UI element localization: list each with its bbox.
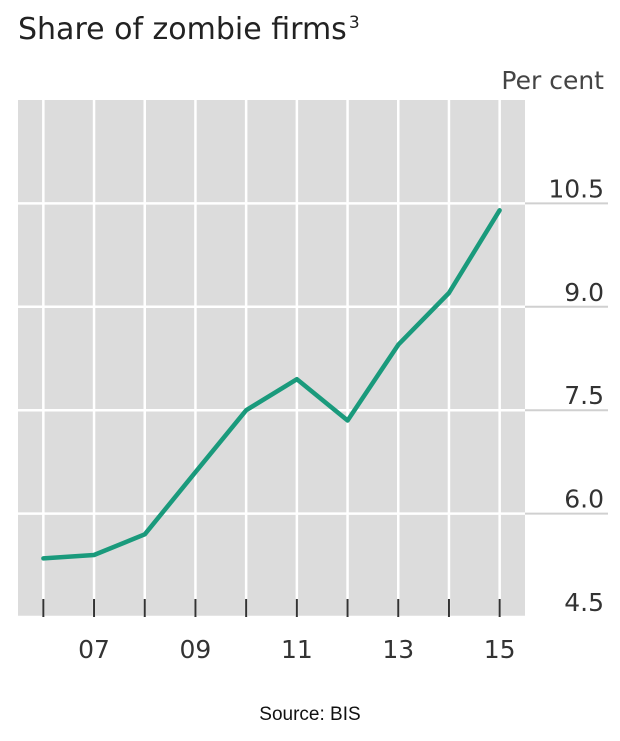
source-note: Source: BIS (259, 704, 361, 725)
y-tick-label: 6.0 (564, 485, 604, 514)
y-tick-label: 10.5 (548, 174, 604, 203)
x-tick-label: 07 (78, 635, 110, 664)
y-axis-unit-label: Per cent (501, 66, 604, 95)
title-footnote-marker: 3 (348, 13, 360, 33)
x-tick-label: 09 (180, 635, 212, 664)
x-tick-label: 15 (484, 635, 516, 664)
chart-title-text: Share of zombie firms (18, 12, 347, 47)
series-line (41, 208, 502, 561)
y-tick-label: 9.0 (564, 278, 604, 307)
y-tick-label: 7.5 (564, 381, 604, 410)
x-tick-label: 13 (382, 635, 414, 664)
line-chart: 07 09 11 13 15 4.5 6.0 7.5 9.0 10.5 (18, 100, 608, 664)
chart-title: Share of zombie firms 3 (18, 12, 360, 47)
x-tick-label: 11 (281, 635, 313, 664)
plot-area (18, 100, 525, 617)
y-tick-label: 4.5 (564, 588, 604, 617)
